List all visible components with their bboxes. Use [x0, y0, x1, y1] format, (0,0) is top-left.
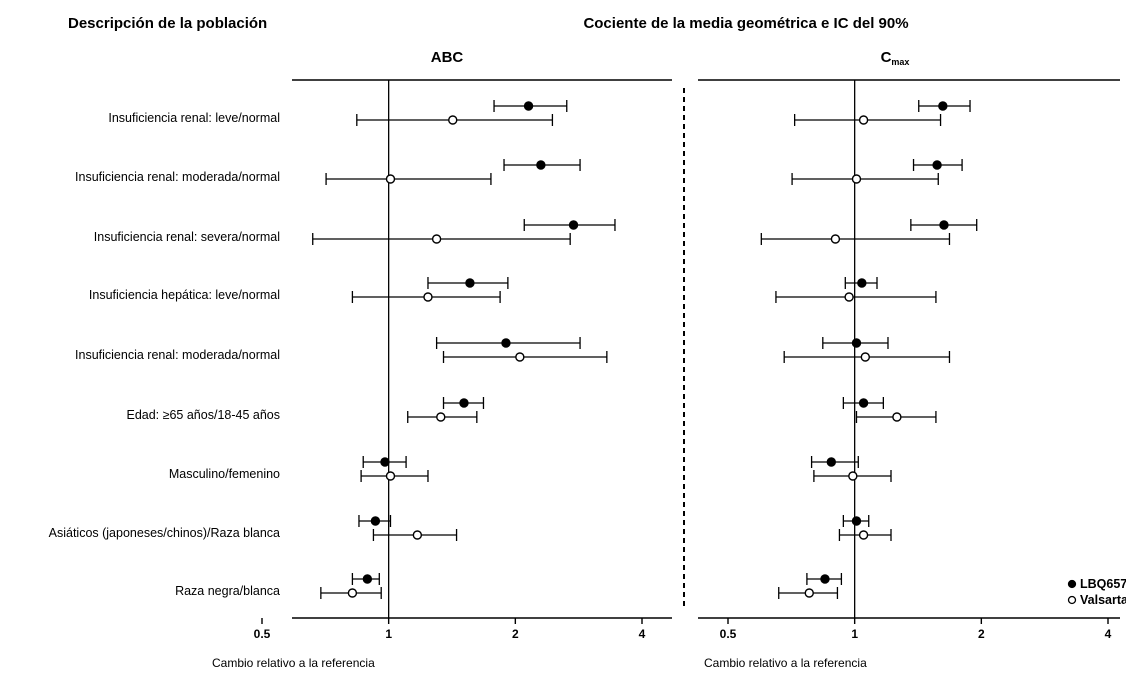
- point-estimate-val: [412, 530, 423, 540]
- category-label: Raza negra/blanca: [175, 584, 280, 598]
- point-estimate-val: [858, 530, 869, 540]
- point-estimate-lbq: [536, 160, 546, 170]
- x-tick-label: 0.5: [720, 627, 737, 641]
- point-estimate-val: [851, 174, 862, 184]
- panel-title-main: ABC: [431, 49, 464, 66]
- point-estimate-lbq: [523, 101, 534, 111]
- point-estimate-val: [858, 115, 869, 125]
- point-estimate-lbq: [820, 574, 830, 584]
- point-estimate-val: [830, 234, 841, 244]
- point-estimate-val: [860, 352, 871, 362]
- panel-title-sub: max: [891, 57, 909, 67]
- x-tick-label: 4: [1105, 627, 1112, 641]
- point-estimate-lbq: [938, 101, 948, 111]
- x-axis-label: Cambio relativo a la referencia: [212, 656, 375, 670]
- point-estimate-lbq: [939, 220, 949, 230]
- point-estimate-val: [515, 352, 525, 362]
- point-estimate-lbq: [857, 278, 867, 288]
- point-estimate-val: [385, 174, 396, 184]
- point-estimate-lbq: [370, 516, 381, 526]
- legend-label: Valsartan: [1080, 593, 1126, 607]
- point-estimate-val: [892, 412, 902, 422]
- panel-title-main: C: [881, 49, 892, 66]
- category-label: Insuficiencia renal: leve/normal: [108, 111, 280, 125]
- panel-title: Cmax: [881, 49, 910, 67]
- panel-title: ABC: [431, 49, 464, 66]
- point-estimate-val: [804, 588, 814, 598]
- point-estimate-lbq: [932, 160, 942, 170]
- panel-0: ABC 0.5 1 2 4 Cambio relativo a la referencia: [212, 49, 672, 670]
- panels: ABC 0.5 1 2 4 Cambio relativo a la referencia…: [212, 49, 1120, 670]
- x-tick-label: 0.5: [254, 627, 271, 641]
- legend-marker: [1067, 579, 1077, 589]
- panel-1: Cmax 0.5 1 2 4 Cambio relativo a la referenci…: [698, 49, 1120, 670]
- point-estimate-lbq: [851, 516, 862, 526]
- x-tick-label: 1: [385, 627, 392, 641]
- category-label: Insuficiencia hepática: leve/normal: [89, 288, 280, 302]
- x-axis-label: Cambio relativo a la referencia: [704, 656, 867, 670]
- point-estimate-lbq: [380, 457, 390, 467]
- point-estimate-val: [347, 588, 358, 598]
- point-estimate-lbq: [568, 220, 579, 230]
- header-left: Descripción de la población: [68, 15, 267, 32]
- point-estimate-val: [423, 292, 433, 302]
- category-label: Insuficiencia renal: moderada/normal: [75, 170, 280, 184]
- category-label: Edad: ≥65 años/18-45 años: [126, 408, 280, 422]
- legend: LBQ657 Valsartan: [1067, 577, 1126, 607]
- category-labels: Insuficiencia renal: leve/normal Insufici…: [49, 111, 280, 598]
- x-tick-label: 2: [512, 627, 519, 641]
- point-estimate-lbq: [501, 338, 511, 348]
- point-estimate-val: [385, 471, 396, 481]
- category-label: Insuficiencia renal: severa/normal: [94, 230, 280, 244]
- category-label: Masculino/femenino: [169, 467, 280, 481]
- point-estimate-lbq: [858, 398, 869, 408]
- point-estimate-val: [431, 234, 442, 244]
- point-estimate-val: [848, 471, 858, 481]
- category-label: Insuficiencia renal: moderada/normal: [75, 348, 280, 362]
- x-tick-label: 2: [978, 627, 985, 641]
- x-tick-label: 4: [639, 627, 646, 641]
- point-estimate-lbq: [826, 457, 837, 467]
- point-estimate-lbq: [362, 574, 373, 584]
- point-estimate-lbq: [851, 338, 862, 348]
- point-estimate-val: [844, 292, 854, 302]
- x-tick-label: 1: [851, 627, 858, 641]
- legend-label: LBQ657: [1080, 577, 1126, 591]
- point-estimate-lbq: [465, 278, 475, 288]
- point-estimate-val: [448, 115, 458, 125]
- point-estimate-val: [436, 412, 446, 422]
- category-label: Asiáticos (japoneses/chinos)/Raza blanca: [49, 526, 280, 540]
- point-estimate-lbq: [459, 398, 469, 408]
- header-center: Cociente de la media geométrica e IC del…: [583, 15, 908, 32]
- legend-marker: [1067, 595, 1077, 605]
